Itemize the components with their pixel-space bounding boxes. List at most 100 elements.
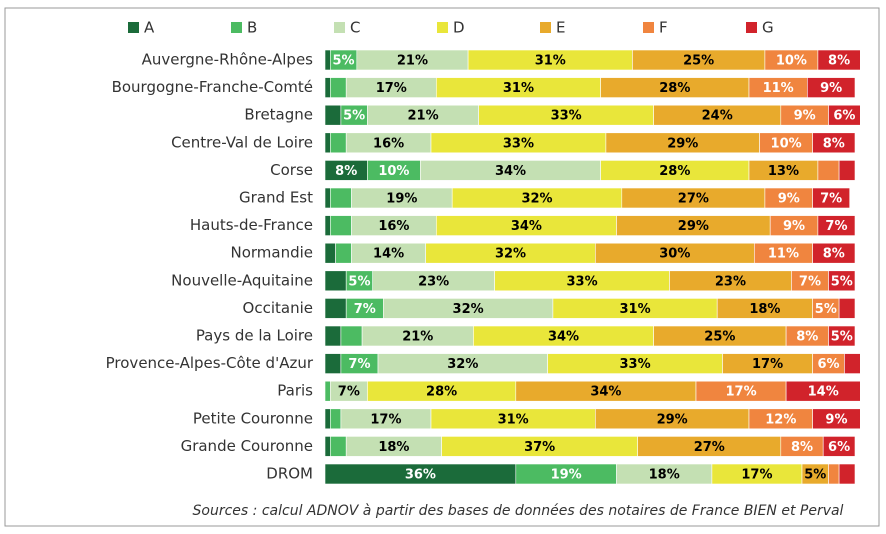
value-label: 34% xyxy=(495,164,526,179)
value-label: 5% xyxy=(343,109,365,124)
value-label: 11% xyxy=(768,247,799,262)
value-label: 10% xyxy=(771,136,802,151)
bar-segment xyxy=(817,49,861,71)
value-label: 31% xyxy=(619,302,650,317)
category-label: Bretagne xyxy=(244,106,313,124)
bar-segment xyxy=(324,104,342,126)
value-label: 19% xyxy=(551,468,582,483)
value-label: 32% xyxy=(453,302,484,317)
category-label: Petite Couronne xyxy=(193,409,313,427)
value-label: 33% xyxy=(503,136,534,151)
bar-segment xyxy=(812,187,850,209)
value-label: 5% xyxy=(815,302,837,317)
legend-label: A xyxy=(144,19,155,37)
value-label: 17% xyxy=(725,385,756,400)
value-label: 27% xyxy=(678,192,709,207)
value-label: 21% xyxy=(397,54,428,69)
value-label: 8% xyxy=(791,440,813,455)
value-label: 17% xyxy=(376,81,407,96)
category-label: Bourgogne-Franche-Comté xyxy=(112,78,313,96)
value-label: 23% xyxy=(715,274,746,289)
category-label: Paris xyxy=(277,382,313,400)
category-label: Corse xyxy=(270,161,313,179)
bar-segment xyxy=(335,242,352,264)
value-label: 10% xyxy=(776,54,807,69)
value-label: 9% xyxy=(794,109,816,124)
bar-segment xyxy=(812,242,856,264)
value-label: 17% xyxy=(370,412,401,427)
bar-segment xyxy=(324,49,331,71)
value-label: 8% xyxy=(828,54,850,69)
legend-swatch xyxy=(540,22,551,33)
bar-segment xyxy=(324,132,331,154)
legend-swatch xyxy=(437,22,448,33)
bar-segment xyxy=(324,242,336,264)
value-label: 29% xyxy=(657,412,688,427)
value-label: 6% xyxy=(817,357,839,372)
value-label: 14% xyxy=(808,385,839,400)
value-label: 32% xyxy=(447,357,478,372)
value-label: 8% xyxy=(823,136,845,151)
category-label: Provence-Alpes-Côte d'Azur xyxy=(106,354,314,372)
value-label: 37% xyxy=(524,440,555,455)
bar-segment xyxy=(324,187,331,209)
value-label: 17% xyxy=(741,468,772,483)
bar-segment xyxy=(324,408,331,430)
value-label: 5% xyxy=(348,274,370,289)
value-label: 33% xyxy=(551,109,582,124)
value-label: 11% xyxy=(763,81,794,96)
value-label: 27% xyxy=(694,440,725,455)
legend-label: D xyxy=(453,19,465,37)
value-label: 12% xyxy=(765,412,796,427)
category-label: Centre-Val de Loire xyxy=(171,133,313,151)
value-label: 18% xyxy=(749,302,780,317)
value-label: 31% xyxy=(503,81,534,96)
value-label: 25% xyxy=(683,54,714,69)
category-label: Hauts-de-France xyxy=(190,216,313,234)
value-label: 16% xyxy=(373,136,404,151)
bar-segment xyxy=(812,132,856,154)
value-label: 29% xyxy=(667,136,698,151)
value-label: 19% xyxy=(386,192,417,207)
bar-segment xyxy=(838,298,856,319)
value-label: 7% xyxy=(338,385,360,400)
value-label: 6% xyxy=(833,109,855,124)
value-label: 33% xyxy=(566,274,597,289)
bar-segment xyxy=(822,436,856,457)
bar-segment xyxy=(828,325,856,347)
bar-segment xyxy=(812,408,861,430)
legend-label: B xyxy=(247,19,257,37)
value-label: 34% xyxy=(511,219,542,234)
value-label: 6% xyxy=(828,440,850,455)
value-label: 9% xyxy=(783,219,805,234)
legend-label: F xyxy=(659,19,668,37)
legend-swatch xyxy=(128,22,139,33)
bar-segment xyxy=(828,270,856,292)
category-label: Nouvelle-Aquitaine xyxy=(171,271,313,289)
bar-segment xyxy=(324,325,342,347)
bar-segment xyxy=(329,187,352,209)
value-label: 5% xyxy=(831,274,853,289)
value-label: 34% xyxy=(590,385,621,400)
value-label: 31% xyxy=(498,412,529,427)
value-label: 7% xyxy=(825,219,847,234)
bar-segment xyxy=(329,215,352,236)
bar-segment xyxy=(324,436,331,457)
value-label: 16% xyxy=(378,219,409,234)
value-label: 34% xyxy=(548,330,579,345)
value-label: 21% xyxy=(402,330,433,345)
value-label: 9% xyxy=(825,412,847,427)
value-label: 9% xyxy=(820,81,842,96)
legend-label: G xyxy=(762,19,774,37)
bar-segment xyxy=(828,463,840,485)
bar-segment xyxy=(828,104,861,126)
bar-segment xyxy=(324,353,342,374)
category-label: DROM xyxy=(266,465,313,483)
legend-swatch xyxy=(231,22,242,33)
value-label: 10% xyxy=(378,164,409,179)
source: Sources : calcul ADNOV à partir des base… xyxy=(193,503,844,519)
legend-label: C xyxy=(350,19,360,37)
value-label: 31% xyxy=(535,54,566,69)
value-label: 25% xyxy=(704,330,735,345)
